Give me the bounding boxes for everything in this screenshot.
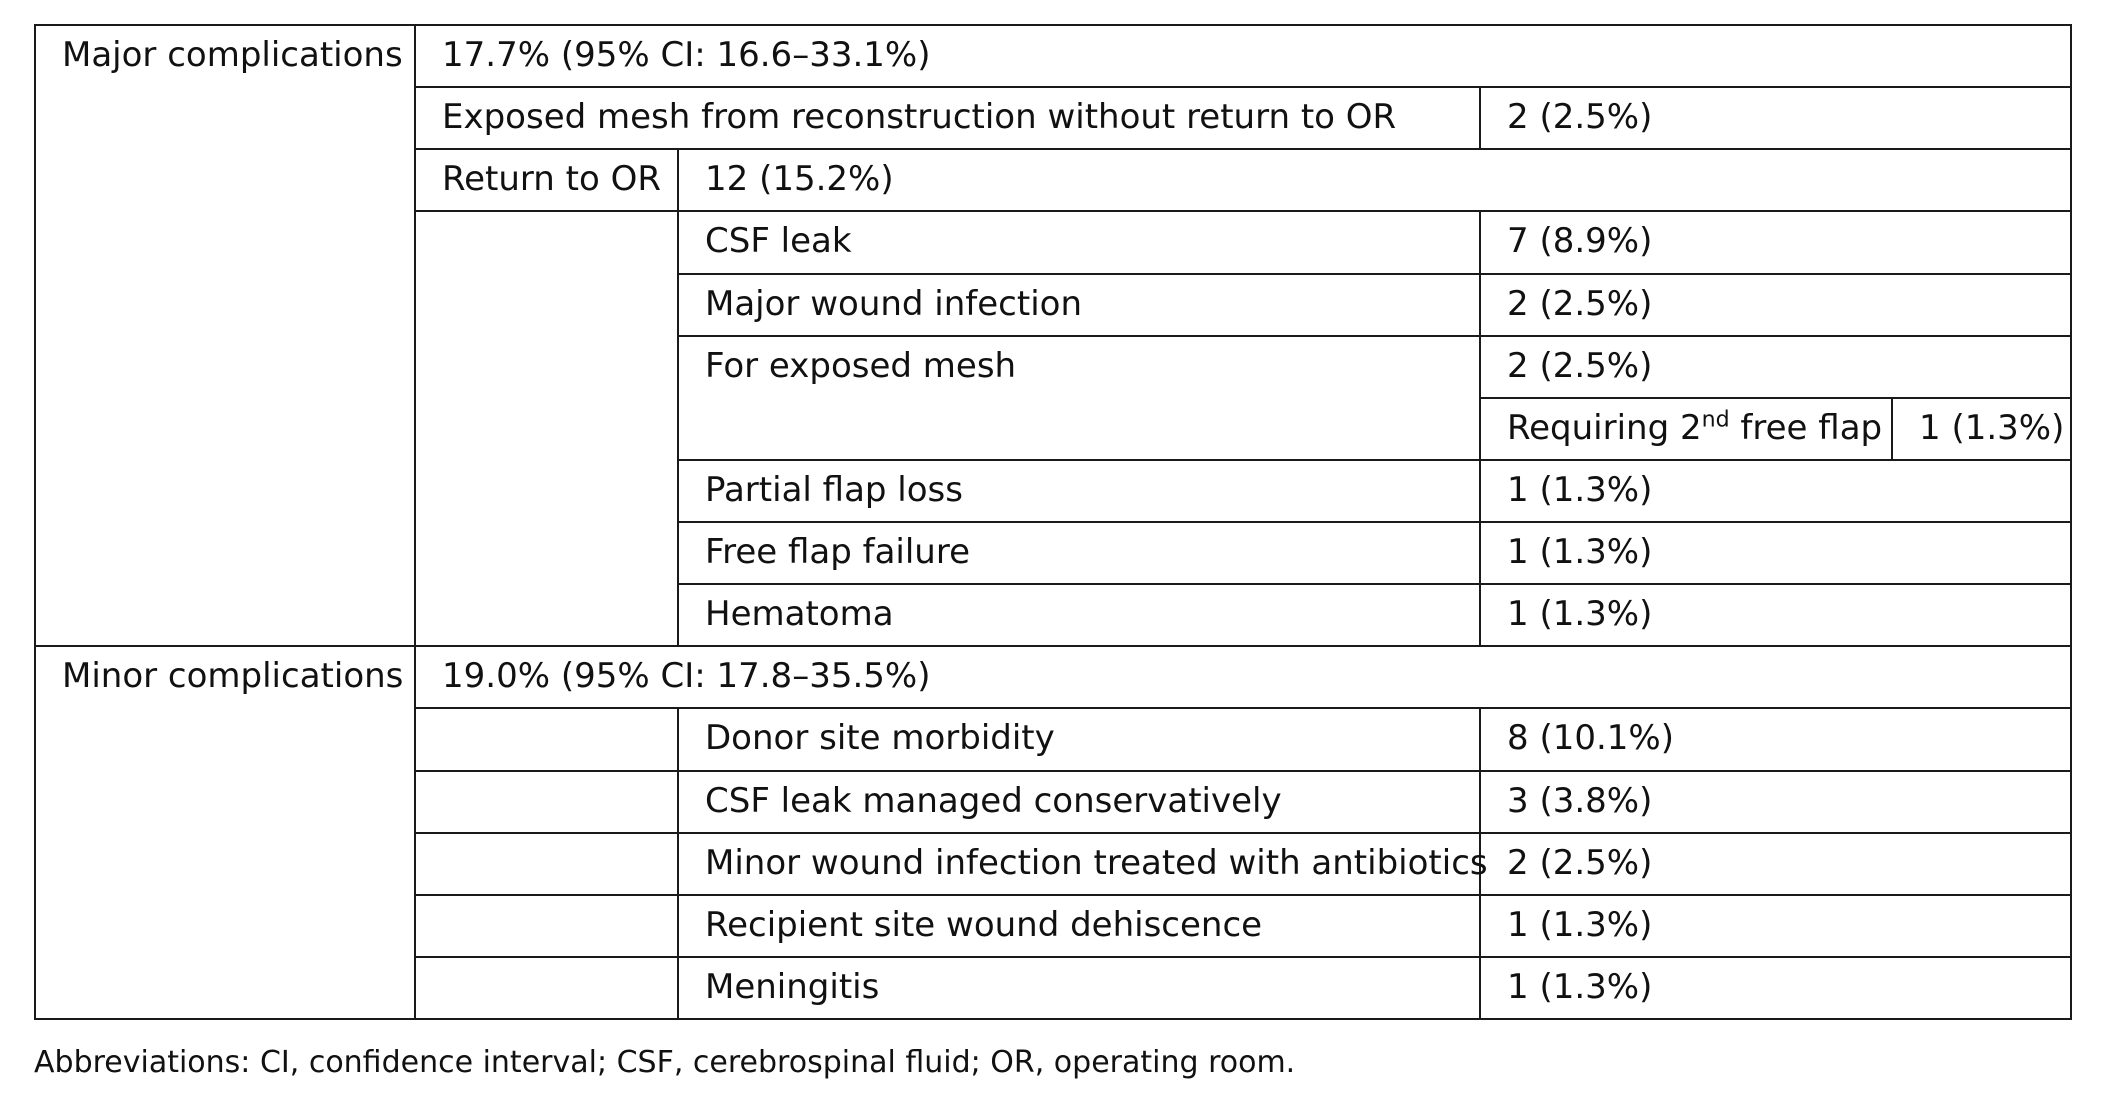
table-row: Free flap failure 1 (1.3%) (35, 520, 2073, 586)
table-row: Exposed mesh from reconstruction without… (35, 86, 2073, 151)
table-row: Minor wound infection treated with antib… (35, 831, 2073, 896)
donor-site-morbidity-value: 8 (10.1%) (1478, 707, 2073, 772)
complications-table: Major complications 17.7% (95% CI: 16.6–… (34, 23, 2073, 1021)
hematoma-value: 1 (1.3%) (1478, 583, 2073, 648)
table-row: Recipient site wound dehiscence 1 (1.3%) (35, 893, 2073, 958)
major-complications-label: Major complications (34, 23, 416, 648)
recipient-site-dehiscence-label: Recipient site wound dehiscence (677, 893, 1481, 958)
donor-site-morbidity-label: Donor site morbidity (677, 707, 1481, 772)
meningitis-value: 1 (1.3%) (1478, 955, 2073, 1021)
table-row: Hematoma 1 (1.3%) (35, 583, 2073, 648)
second-free-flap-value: 1 (1.3%) (1890, 396, 2073, 461)
csf-leak-conservative-value: 3 (3.8%) (1478, 769, 2073, 834)
major-wound-infection-value: 2 (2.5%) (1478, 272, 2073, 337)
minor-complications-summary: 19.0% (95% CI: 17.8–35.5%) (413, 645, 2073, 710)
minor-complications-label: Minor complications (34, 645, 416, 1020)
table-row: CSF leak 7 (8.9%) (35, 210, 2073, 648)
partial-flap-loss-value: 1 (1.3%) (1478, 458, 2073, 524)
exposed-mesh-label: Exposed mesh from reconstruction without… (414, 86, 1481, 151)
table-row: Return to OR 12 (15.2%) (35, 148, 2073, 213)
table-row: Donor site morbidity 8 (10.1%) (35, 707, 2073, 772)
table-row: Minor complications 19.0% (95% CI: 17.8–… (34, 645, 2073, 1020)
table-row: CSF leak managed conservatively 3 (3.8%) (35, 769, 2073, 834)
major-complications-summary: 17.7% (95% CI: 16.6–33.1%) (413, 23, 2073, 89)
free-flap-failure-label: Free flap failure (677, 520, 1481, 586)
second-free-flap-label: Requiring 2nd free flap (1479, 396, 1893, 461)
free-flap-failure-value: 1 (1.3%) (1478, 520, 2073, 586)
empty-cell (414, 893, 679, 958)
recipient-site-dehiscence-value: 1 (1.3%) (1478, 893, 2073, 958)
meningitis-label: Meningitis (677, 955, 1481, 1021)
csf-leak-conservative-label: CSF leak managed conservatively (677, 769, 1481, 834)
csf-leak-label: CSF leak (677, 210, 1481, 275)
partial-flap-loss-label: Partial flap loss (677, 458, 1481, 524)
major-wound-infection-label: Major wound infection (677, 272, 1481, 337)
minor-wound-infection-value: 2 (2.5%) (1478, 831, 2073, 896)
table-row: Partial flap loss 1 (1.3%) (35, 458, 2073, 524)
table-row: Major wound infection 2 (2.5%) (35, 272, 2073, 337)
return-to-or-label: Return to OR (414, 148, 679, 213)
return-to-or-spacer (414, 210, 679, 648)
for-exposed-mesh-label: For exposed mesh (677, 334, 1481, 461)
empty-cell (414, 955, 679, 1021)
return-to-or-value: 12 (15.2%) (676, 148, 2073, 213)
second-free-flap-prefix: Requiring 2 (1507, 407, 1702, 448)
second-free-flap-sup: nd (1701, 406, 1730, 433)
empty-cell (414, 831, 679, 896)
empty-cell (414, 707, 679, 772)
minor-wound-infection-label: Minor wound infection treated with antib… (677, 831, 1488, 896)
hematoma-label: Hematoma (677, 583, 1481, 648)
for-exposed-mesh-value: 2 (2.5%) (1478, 334, 2073, 399)
abbreviations-footnote: Abbreviations: CI, confidence interval; … (34, 1045, 1296, 1080)
empty-cell (414, 769, 679, 834)
table-row: Requiring 2nd free flap 1 (1.3%) (35, 396, 2073, 461)
table-row: For exposed mesh 2 (2.5%) (35, 334, 2073, 461)
csf-leak-value: 7 (8.9%) (1478, 210, 2073, 275)
exposed-mesh-value: 2 (2.5%) (1478, 86, 2073, 151)
table-row: Major complications 17.7% (95% CI: 16.6–… (34, 23, 2073, 648)
table-row: Meningitis 1 (1.3%) (35, 955, 2073, 1021)
second-free-flap-suffix: free flap (1729, 407, 1883, 448)
